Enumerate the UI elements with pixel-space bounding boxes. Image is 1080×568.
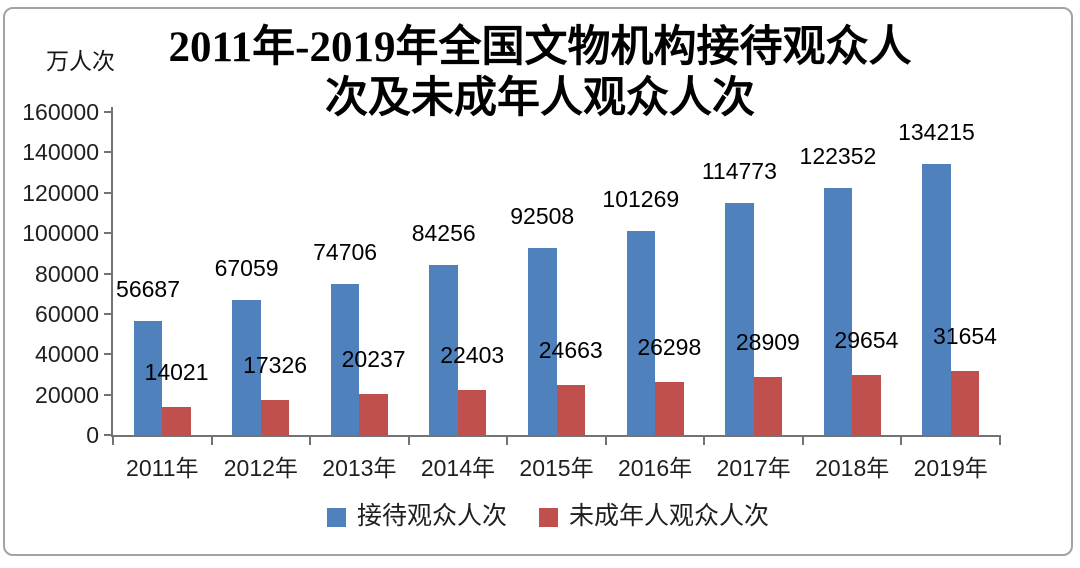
x-axis-category-label-2016年: 2016年 <box>617 455 693 481</box>
minor-visitors-bar-2019年 <box>950 371 980 435</box>
total-visitors-bar-2012年 <box>232 299 261 435</box>
total-visitors-bar-2017年 <box>725 203 754 435</box>
minor-visitors-value-label-2016年: 26298 <box>637 333 702 360</box>
y-axis-tick-label: 120000 <box>22 179 99 206</box>
minor-visitors-value-label-2017年: 28909 <box>735 328 800 355</box>
minor-visitors-value-label-2014年: 22403 <box>440 341 505 368</box>
y-axis-tick-label: 160000 <box>22 99 99 125</box>
total-visitors-value-label-2015年: 92508 <box>510 203 575 230</box>
y-axis-unit-label: 万人次 <box>46 49 115 74</box>
minor-visitors-bar-2013年 <box>359 394 388 435</box>
x-axis-tick <box>604 437 607 445</box>
minor-visitors-bar-2012年 <box>260 400 290 435</box>
total-visitors-bar-2016年 <box>626 230 656 435</box>
y-axis-tick <box>104 232 111 235</box>
chart-title-line-1: 2011年-2019年全国文物机构接待观众人 <box>168 24 912 71</box>
x-axis-tick <box>801 437 804 445</box>
y-axis-tick-label: 40000 <box>35 341 99 368</box>
total-visitors-bar-2013年 <box>330 284 360 435</box>
x-axis-line <box>111 435 1001 437</box>
minor-visitors-bar-2018年 <box>852 375 881 435</box>
y-axis-tick-label: 80000 <box>35 260 99 287</box>
y-axis-tick-label: 20000 <box>35 381 99 408</box>
x-axis-category-label-2018年: 2018年 <box>815 455 890 481</box>
y-axis-line <box>111 107 113 436</box>
y-axis-tick <box>104 434 111 436</box>
x-axis-tick <box>210 437 213 445</box>
x-axis-category-label-2012年: 2012年 <box>223 455 298 481</box>
total-visitors-value-label-2016年: 101269 <box>602 185 680 212</box>
x-axis-category-label-2017年: 2017年 <box>716 455 791 481</box>
minor-visitors-value-label-2011年: 14021 <box>144 358 209 385</box>
y-axis-tick <box>104 312 111 315</box>
y-axis-tick <box>104 151 111 154</box>
total-visitors-value-label-2012年: 67059 <box>214 254 279 281</box>
y-axis-tick <box>104 353 111 356</box>
legend-label-minor-visitors: 未成年人观众人次 <box>569 503 770 530</box>
x-axis-category-label-2011年: 2011年 <box>126 455 199 481</box>
y-axis-tick <box>104 272 111 275</box>
minor-visitors-value-label-2018年: 29654 <box>834 327 899 354</box>
total-visitors-bar-2011年 <box>133 320 163 435</box>
chart-title: 2011年-2019年全国文物机构接待观众人 次及未成年人观众人次 <box>0 22 1080 124</box>
x-axis-tick <box>407 437 410 445</box>
total-visitors-value-label-2019年: 134215 <box>898 119 975 146</box>
x-axis-tick <box>900 437 903 445</box>
x-axis-tick <box>999 437 1001 445</box>
minor-visitors-value-label-2012年: 17326 <box>243 352 308 379</box>
y-axis-tick-label: 60000 <box>35 300 99 327</box>
total-visitors-bar-2018年 <box>823 188 853 435</box>
legend-item-total-visitors: 接待观众人次 <box>326 503 507 531</box>
minor-visitors-value-label-2019年: 31654 <box>932 323 997 350</box>
y-axis-tick-label: 140000 <box>22 139 99 166</box>
x-axis-tick <box>112 437 114 445</box>
legend-swatch-minor-visitors <box>539 507 558 527</box>
total-visitors-bar-2019年 <box>922 164 951 435</box>
y-axis-tick-label: 100000 <box>22 220 99 247</box>
minor-visitors-bar-2011年 <box>162 406 191 435</box>
total-visitors-bar-2015年 <box>528 248 557 435</box>
x-axis-category-label-2015年: 2015年 <box>519 455 594 481</box>
total-visitors-bar-2014年 <box>429 264 458 435</box>
minor-visitors-bar-2015年 <box>556 385 585 435</box>
legend-label-total-visitors: 接待观众人次 <box>356 503 507 530</box>
minor-visitors-bar-2014年 <box>457 389 487 435</box>
x-axis-category-label-2014年: 2014年 <box>420 455 496 481</box>
x-axis-tick <box>309 437 312 445</box>
total-visitors-value-label-2013年: 74706 <box>313 239 378 266</box>
minor-visitors-bar-2017年 <box>753 376 783 435</box>
chart-legend: 接待观众人次 未成年人观众人次 <box>0 503 1080 531</box>
x-axis-tick <box>506 437 509 445</box>
minor-visitors-bar-2016年 <box>655 381 684 435</box>
chart-title-line-2: 次及未成年人观众人次 <box>325 75 755 122</box>
x-axis-tick <box>703 437 706 445</box>
legend-swatch-total-visitors <box>326 507 346 527</box>
legend-item-minor-visitors: 未成年人观众人次 <box>539 503 769 531</box>
y-axis-tick <box>104 111 111 113</box>
minor-visitors-value-label-2015年: 24663 <box>538 337 603 364</box>
x-axis-category-label-2013年: 2013年 <box>322 455 397 481</box>
x-axis-category-label-2019年: 2019年 <box>913 455 988 481</box>
minor-visitors-value-label-2013年: 20237 <box>341 346 406 373</box>
y-axis-tick <box>104 191 111 194</box>
total-visitors-value-label-2011年: 56687 <box>116 275 180 302</box>
total-visitors-value-label-2018年: 122352 <box>799 143 877 169</box>
total-visitors-value-label-2017年: 114773 <box>701 158 777 185</box>
total-visitors-value-label-2014年: 84256 <box>411 219 476 246</box>
y-axis-tick <box>104 393 111 396</box>
y-axis-tick-label: 0 <box>86 422 99 448</box>
